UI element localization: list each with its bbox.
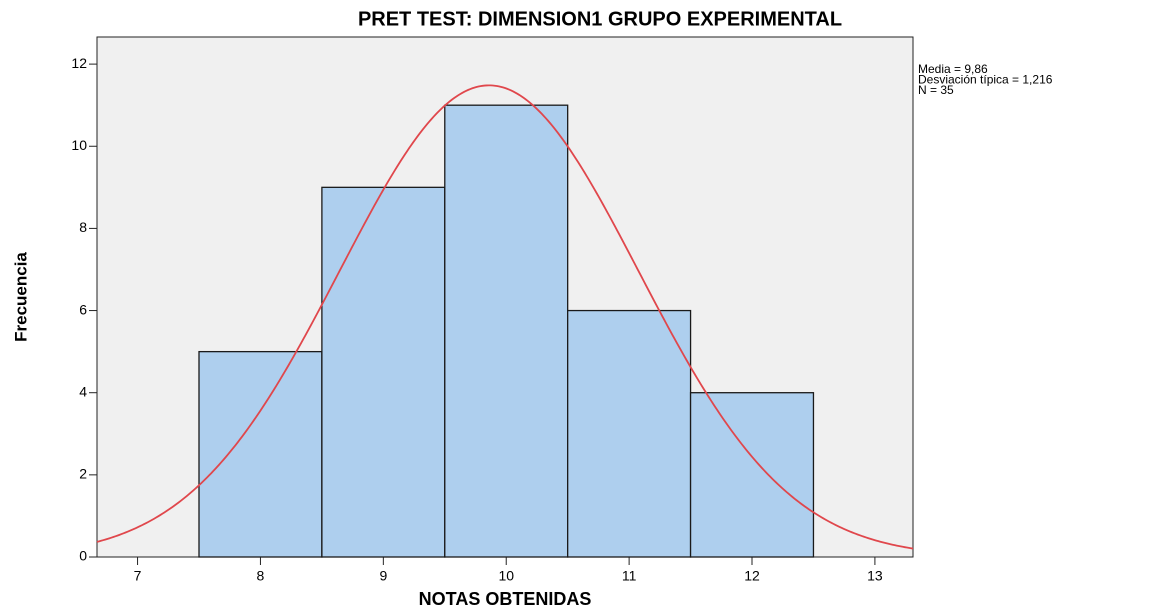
bar (444, 104, 569, 558)
y-tick-label: 8 (79, 219, 87, 235)
bar (567, 309, 692, 558)
y-tick-label: 0 (79, 548, 87, 564)
y-tick-label: 10 (71, 137, 87, 153)
x-tick-label: 11 (622, 568, 637, 584)
x-tick-label: 10 (498, 568, 514, 584)
x-tick-label: 9 (379, 568, 387, 584)
x-tick-label: 12 (744, 568, 760, 584)
bar (198, 350, 323, 558)
stats-annotation: Media = 9,86 (918, 62, 988, 76)
y-axis-label: Frecuencia (11, 252, 30, 342)
y-tick-label: 12 (71, 55, 87, 71)
y-tick-label: 2 (79, 466, 87, 482)
y-tick-label: 4 (79, 383, 87, 399)
x-tick-label: 13 (867, 568, 883, 584)
normal-curve (96, 84, 914, 550)
x-tick-label: 8 (257, 568, 265, 584)
bar (321, 186, 446, 558)
y-tick-label: 6 (79, 301, 87, 317)
chart-title: PRET TEST: DIMENSION1 GRUPO EXPERIMENTAL (358, 8, 842, 30)
x-axis-label: NOTAS OBTENIDAS (419, 589, 592, 609)
stats-annotation: N = 35 (918, 83, 954, 97)
bar (689, 392, 815, 558)
stats-annotation: Desviación típica = 1,216 (918, 73, 1053, 87)
x-tick-label: 7 (134, 568, 142, 584)
